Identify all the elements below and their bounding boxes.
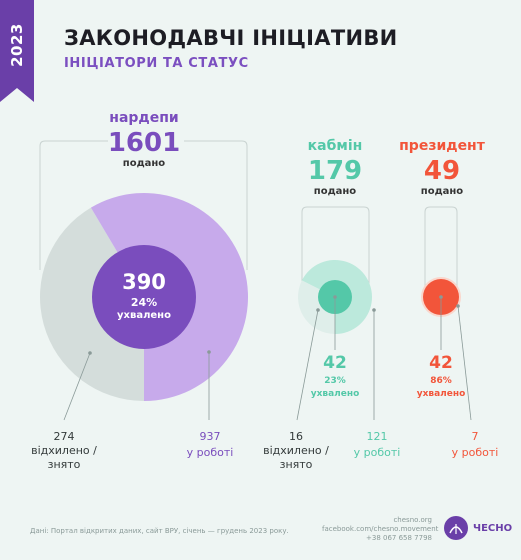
mps-approved-circle — [92, 245, 196, 349]
president-submitted: 49 — [423, 156, 461, 186]
cabinet-label: кабмін — [307, 138, 363, 154]
mps-approved-pct: 24% — [130, 296, 158, 309]
cabinet-approved-caption: ухвалено — [310, 389, 360, 399]
contact-facebook: facebook.com/chesno.movement — [322, 525, 439, 533]
mps-approved-caption: ухвалено — [117, 310, 171, 321]
mps-work-caption: у роботі — [186, 446, 234, 459]
contact-site: chesno.org — [393, 516, 432, 524]
president-approved-value: 42 — [429, 353, 453, 373]
cabinet-approved-value: 42 — [323, 353, 347, 373]
mps-work-value: 937 — [199, 430, 221, 443]
president-work-caption: у роботі — [451, 446, 499, 459]
president-approved-caption: ухвалено — [416, 389, 466, 399]
mps-rejected-value: 274 — [53, 430, 75, 443]
president-bracket — [424, 206, 458, 296]
page-subtitle: ІНІЦІАТОРИ ТА СТАТУС — [64, 56, 249, 71]
president-approved-pct: 86% — [430, 376, 452, 386]
mps-submitted: 1601 — [107, 128, 181, 158]
mps-label: нардепи — [109, 110, 179, 126]
page-title: ЗАКОНОДАВЧІ ІНІЦІАТИВИ — [64, 26, 398, 50]
cabinet-submitted-caption: подано — [313, 186, 357, 197]
cabinet-work-value: 121 — [366, 430, 388, 443]
cabinet-bracket — [301, 206, 370, 296]
logo-text: ЧЕСНО — [473, 523, 513, 534]
year-ribbon — [0, 0, 34, 102]
cabinet-rejected-value: 16 — [289, 430, 303, 443]
mps-approved-value: 390 — [122, 270, 166, 294]
pres-work-pointer — [457, 305, 472, 421]
contact-phone: +38 067 658 7798 — [366, 534, 432, 542]
cab-rejected-pointer — [296, 309, 319, 421]
president-label: президент — [399, 138, 485, 154]
cabinet-rejected-caption-2: знято — [279, 458, 313, 471]
mps-bracket — [39, 140, 248, 270]
data-source: Дані: Портал відкритих даних, сайт ВРУ, … — [30, 527, 289, 535]
mps-submitted-caption: подано — [122, 158, 166, 169]
president-submitted-caption: подано — [420, 186, 464, 197]
president-work-value: 7 — [471, 430, 479, 443]
cabinet-work-caption: у роботі — [353, 446, 401, 459]
chesno-logo-icon — [444, 516, 468, 540]
mps-rejected-pointer — [63, 352, 91, 421]
mps-rejected-caption: відхилено / — [31, 444, 97, 457]
mps-rejected-caption-2: знято — [47, 458, 81, 471]
cabinet-rejected-caption: відхилено / — [263, 444, 329, 457]
cabinet-approved-pct: 23% — [324, 376, 346, 386]
cabinet-submitted: 179 — [307, 156, 363, 186]
